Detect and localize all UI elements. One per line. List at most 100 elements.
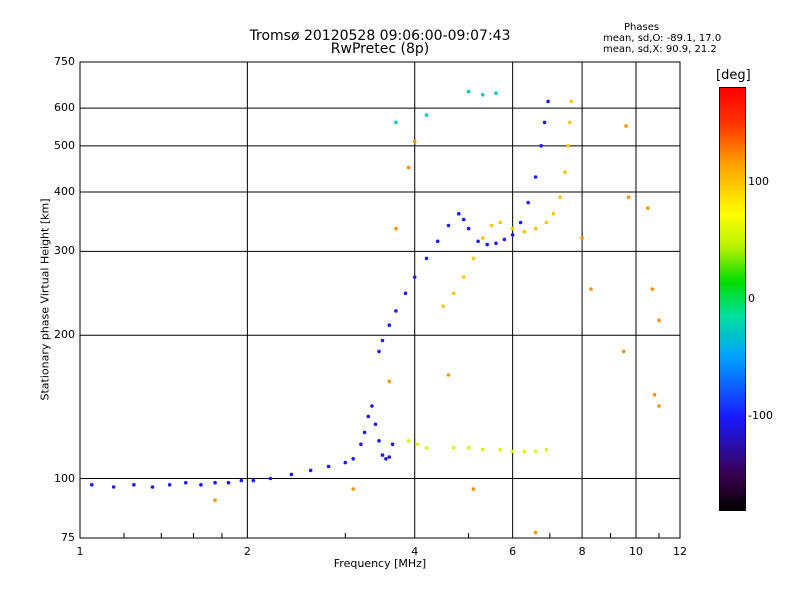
data-point — [167, 483, 172, 487]
data-point — [384, 457, 388, 461]
data-point — [526, 200, 530, 205]
data-point — [646, 206, 650, 210]
data-point — [480, 447, 485, 452]
data-point — [406, 165, 411, 170]
data-point — [380, 338, 385, 343]
data-point — [546, 99, 550, 104]
data-point — [466, 89, 471, 94]
x-tick-label: 8 — [578, 545, 586, 558]
y-tick-label: 600 — [54, 101, 75, 115]
data-point — [132, 483, 136, 487]
data-point — [351, 487, 356, 491]
y-tick-label: 300 — [54, 244, 75, 258]
data-point — [539, 144, 543, 148]
data-point — [558, 195, 562, 199]
data-point — [551, 211, 556, 216]
x-tick-label: 2 — [243, 545, 251, 558]
data-point — [518, 220, 523, 225]
data-point — [446, 373, 451, 377]
data-point — [533, 226, 538, 231]
data-point — [510, 233, 515, 237]
data-point — [362, 430, 367, 435]
data-point — [621, 349, 626, 354]
data-point — [446, 223, 451, 228]
data-point — [494, 91, 498, 95]
data-point — [359, 442, 363, 447]
data-point — [657, 318, 661, 323]
data-point — [650, 287, 655, 291]
data-point — [502, 237, 507, 242]
data-point — [366, 414, 371, 419]
colorbar-label: [deg] — [716, 68, 751, 83]
y-tick-label: 200 — [54, 328, 75, 342]
data-point — [485, 242, 490, 247]
data-point — [624, 124, 628, 128]
data-point — [533, 530, 538, 535]
data-point — [494, 241, 498, 246]
data-point — [412, 139, 417, 144]
chart-title: Tromsø 20120528 09:06:00-09:07:43 — [249, 28, 511, 44]
data-point — [566, 144, 570, 148]
data-point — [544, 220, 549, 225]
data-point — [451, 291, 456, 296]
data-point — [533, 175, 538, 179]
x-tick-label: 1 — [76, 545, 84, 558]
data-point — [213, 498, 217, 503]
data-point — [373, 422, 378, 427]
plot-frame — [79, 61, 681, 539]
data-point — [387, 323, 392, 328]
data-point — [466, 226, 471, 231]
data-point — [289, 472, 294, 477]
data-point — [544, 447, 549, 452]
data-point — [184, 480, 188, 485]
data-point — [424, 113, 429, 117]
data-point — [657, 404, 661, 408]
data-point — [466, 446, 471, 450]
data-point — [522, 449, 527, 454]
data-point — [498, 447, 503, 452]
data-point — [377, 349, 381, 354]
y-tick-label: 500 — [54, 138, 75, 152]
data-point — [387, 379, 392, 384]
data-point — [457, 211, 461, 216]
data-point — [199, 483, 203, 487]
colorbar — [719, 87, 746, 511]
data-point — [480, 93, 485, 97]
data-point — [567, 120, 572, 125]
data-point — [387, 455, 392, 459]
data-point — [351, 457, 356, 461]
colorbar-tick-label: -100 — [748, 409, 773, 423]
colorbar-tick-label: 100 — [748, 174, 769, 188]
data-point — [589, 287, 593, 291]
data-point — [424, 256, 429, 261]
data-point — [569, 99, 574, 104]
data-point — [542, 120, 547, 125]
data-point — [412, 275, 417, 279]
data-point — [510, 226, 515, 231]
y-tick-label: 750 — [54, 55, 75, 68]
phases-o-stats: mean, sd,O: -89.1, 17.0 — [603, 33, 722, 44]
data-point — [226, 480, 231, 485]
data-point — [406, 439, 411, 443]
x-tick-label: 10 — [628, 545, 643, 558]
y-tick-label: 75 — [61, 531, 75, 544]
data-point — [394, 309, 398, 313]
data-point — [441, 304, 446, 309]
data-point — [394, 226, 398, 231]
x-axis-label: Frequency [MHz] — [333, 557, 427, 570]
data-point — [580, 236, 584, 240]
data-point — [251, 478, 256, 483]
colorbar-tick-label: 0 — [748, 292, 755, 305]
y-tick-label: 400 — [54, 184, 75, 198]
y-axis-label: Stationary phase Virtual Height [km] — [38, 198, 52, 401]
data-point — [308, 468, 313, 473]
data-point — [90, 483, 94, 487]
data-point — [150, 485, 155, 489]
data-point — [451, 446, 456, 450]
data-point — [489, 223, 494, 228]
x-tick-label: 6 — [509, 545, 517, 558]
data-point — [343, 460, 348, 465]
phases-x-stats: mean, sd,X: 90.9, 21.2 — [603, 44, 717, 55]
x-tick-label: 4 — [411, 545, 419, 558]
